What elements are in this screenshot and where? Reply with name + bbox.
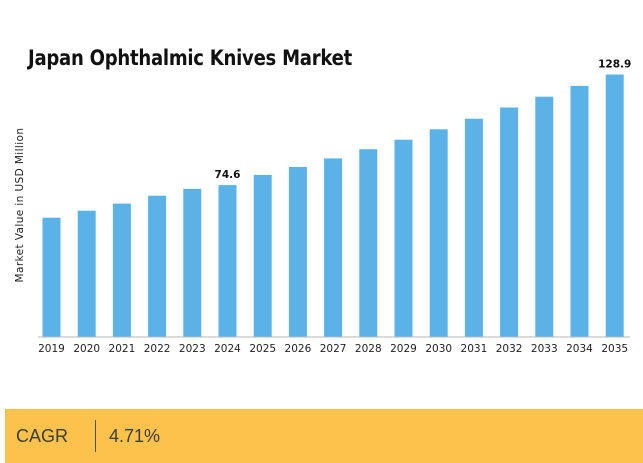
x-tick-2028: 2028: [355, 343, 382, 355]
x-tick-2033: 2033: [531, 343, 558, 355]
x-tick-2027: 2027: [320, 343, 347, 355]
x-tick-labels: 2019 2020 2021 2022 2023 2024 2025 2026 2027 2028…: [38, 343, 628, 355]
bar-2027: [324, 158, 343, 337]
bar-chart: 2019 2020 2021 2022 2023 2024 2025 2026 2027 2028…: [38, 59, 632, 355]
bar-2019: [42, 217, 61, 337]
bar-2020: [77, 210, 96, 337]
cagr-divider: [95, 420, 96, 452]
x-tick-2035: 2035: [601, 343, 628, 355]
bar-2028: [359, 149, 378, 337]
x-tick-2020: 2020: [73, 343, 100, 355]
chart-title: Japan Ophthalmic Knives Market: [28, 46, 353, 70]
data-label-2024: 74.6: [215, 169, 241, 181]
cagr-banner: CAGR 4.71%: [5, 409, 643, 463]
data-label-2035: 128.9: [598, 59, 631, 71]
bar-2032: [500, 107, 519, 337]
bar-2025: [253, 174, 272, 337]
x-tick-2032: 2032: [496, 343, 523, 355]
bar-2026: [288, 167, 307, 337]
x-tick-2019: 2019: [38, 343, 65, 355]
data-labels: 74.6 128.9: [215, 59, 632, 182]
bar-2023: [183, 188, 202, 337]
bar-2034: [570, 85, 589, 338]
bar-2030: [429, 129, 448, 337]
bar-2024: [218, 185, 237, 337]
x-tick-2023: 2023: [179, 343, 206, 355]
x-tick-2021: 2021: [109, 343, 136, 355]
bar-2021: [112, 203, 131, 337]
x-tick-2025: 2025: [249, 343, 276, 355]
cagr-label: CAGR: [16, 425, 69, 446]
x-tick-2029: 2029: [390, 343, 417, 355]
bar-2031: [464, 118, 483, 337]
bars: [42, 74, 624, 338]
x-tick-2024: 2024: [214, 343, 241, 355]
cagr-value: 4.71%: [109, 425, 161, 446]
x-tick-2031: 2031: [461, 343, 488, 355]
bar-2033: [535, 96, 554, 337]
x-tick-2022: 2022: [144, 343, 171, 355]
x-tick-2030: 2030: [425, 343, 452, 355]
x-tick-2026: 2026: [285, 343, 312, 355]
y-axis-label: Market Value in USD Million: [14, 127, 26, 283]
bar-2022: [148, 195, 167, 337]
x-tick-2034: 2034: [566, 343, 593, 355]
bar-2029: [394, 139, 413, 337]
bar-2035: [605, 74, 624, 337]
